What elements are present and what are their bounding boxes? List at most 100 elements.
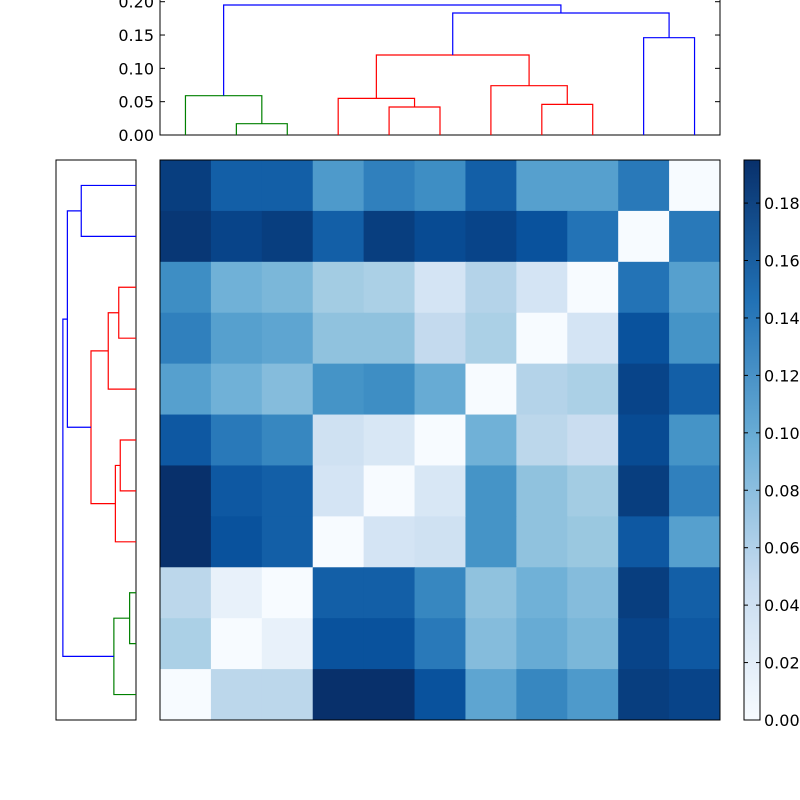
top-dendrogram-link: [388, 106, 441, 135]
heatmap-cell: [160, 567, 212, 619]
heatmap-cell: [210, 261, 263, 314]
heatmap-cell: [160, 669, 212, 721]
heatmap-cell: [312, 261, 365, 314]
top-dendrogram-link: [541, 103, 594, 135]
heatmap-cell: [363, 210, 416, 263]
heatmap-cell: [669, 516, 721, 568]
heatmap-cell: [516, 210, 568, 263]
heatmap-cell: [414, 160, 466, 212]
heatmap-cell: [414, 414, 466, 466]
heatmap-cell: [363, 312, 416, 365]
heatmap-cell: [363, 160, 416, 212]
heatmap-cell: [160, 261, 212, 314]
colorbar-tick-label: 0.18: [764, 194, 800, 213]
heatmap-cell: [312, 618, 365, 670]
heatmap-cell: [465, 261, 517, 314]
heatmap-cell: [312, 516, 365, 568]
top-dendrogram-link: [223, 4, 562, 96]
heatmap-cell: [363, 618, 416, 670]
top-dendrogram-link: [643, 37, 696, 135]
heatmap-cell: [261, 210, 314, 263]
heatmap-cell: [312, 312, 365, 365]
heatmap-cell: [160, 465, 212, 517]
heatmap-cell: [567, 363, 619, 416]
heatmap-cell: [414, 210, 466, 263]
heatmap-cell: [210, 312, 263, 365]
left-dendrogram-link: [118, 286, 136, 339]
heatmap-cell: [312, 669, 365, 721]
heatmap-cell: [465, 312, 517, 365]
heatmap-cell: [210, 210, 263, 263]
heatmap-cell: [465, 210, 517, 263]
heatmap-cell: [669, 618, 721, 670]
left-dendrogram-link: [107, 312, 136, 390]
heatmap-cell: [618, 210, 670, 263]
colorbar-tick-label: 0.16: [764, 252, 800, 271]
heatmap-cell: [465, 465, 517, 517]
heatmap-cell: [618, 618, 670, 670]
heatmap-cell: [261, 261, 314, 314]
top-dendrogram-tick-label: 0.05: [118, 93, 154, 112]
top-dendrogram-link: [235, 123, 288, 135]
heatmap-cell: [618, 312, 670, 365]
heatmap-cell: [160, 363, 212, 416]
heatmap-cell: [669, 567, 721, 619]
heatmap-cell: [414, 363, 466, 416]
left-dendrogram: [55, 159, 137, 721]
heatmap-cell: [312, 210, 365, 263]
heatmap-cell: [618, 465, 670, 517]
heatmap-cell: [618, 516, 670, 568]
heatmap-cell: [465, 414, 517, 466]
heatmap-cell: [210, 567, 263, 619]
heatmap-cell: [261, 363, 314, 416]
heatmap-cell: [160, 210, 212, 263]
heatmap-cell: [261, 465, 314, 517]
heatmap-cell: [567, 414, 619, 466]
top-dendrogram-link: [184, 95, 263, 135]
left-dendrogram-link: [90, 350, 116, 505]
colorbar-frame: [743, 159, 761, 721]
heatmap-cell: [414, 516, 466, 568]
top-dendrogram-link: [452, 12, 670, 56]
heatmap-cell: [516, 261, 568, 314]
heatmap-cell: [618, 160, 670, 212]
heatmap-cell: [261, 312, 314, 365]
heatmap-cell: [669, 669, 721, 721]
heatmap-cell: [516, 160, 568, 212]
heatmap-cell: [516, 363, 568, 416]
heatmap-cell: [669, 465, 721, 517]
heatmap-cell: [312, 363, 365, 416]
heatmap-cell: [669, 363, 721, 416]
heatmap-cell: [414, 312, 466, 365]
heatmap-cell: [261, 516, 314, 568]
heatmap-cell: [414, 567, 466, 619]
heatmap-cell: [465, 669, 517, 721]
heatmap-cell: [414, 261, 466, 314]
heatmap-cell: [363, 261, 416, 314]
heatmap-frame: [159, 159, 721, 721]
top-dendrogram-tick-label: 0.20: [118, 0, 154, 12]
heatmap-cell: [160, 160, 212, 212]
heatmap-cell: [465, 160, 517, 212]
heatmap-cell: [261, 160, 314, 212]
colorbar-tick-label: 0.00: [764, 711, 800, 730]
left-dendrogram-link: [66, 210, 91, 428]
colorbar-tick-label: 0.14: [764, 309, 800, 328]
heatmap-cell: [210, 160, 263, 212]
heatmap-cell: [261, 567, 314, 619]
colorbar-gradient: [744, 160, 760, 720]
heatmap-cell: [363, 414, 416, 466]
left-dendrogram-link: [62, 318, 114, 657]
top-dendrogram-link: [490, 85, 568, 135]
heatmap-cell: [363, 669, 416, 721]
heatmap-cell: [210, 669, 263, 721]
heatmap-cell: [160, 312, 212, 365]
heatmap-cell: [516, 465, 568, 517]
left-dendrogram-link: [119, 439, 136, 492]
heatmap-cell: [363, 516, 416, 568]
heatmap-cell: [516, 312, 568, 365]
top-dendrogram-link: [337, 97, 416, 135]
heatmap-cell: [567, 567, 619, 619]
heatmap-cell: [210, 465, 263, 517]
